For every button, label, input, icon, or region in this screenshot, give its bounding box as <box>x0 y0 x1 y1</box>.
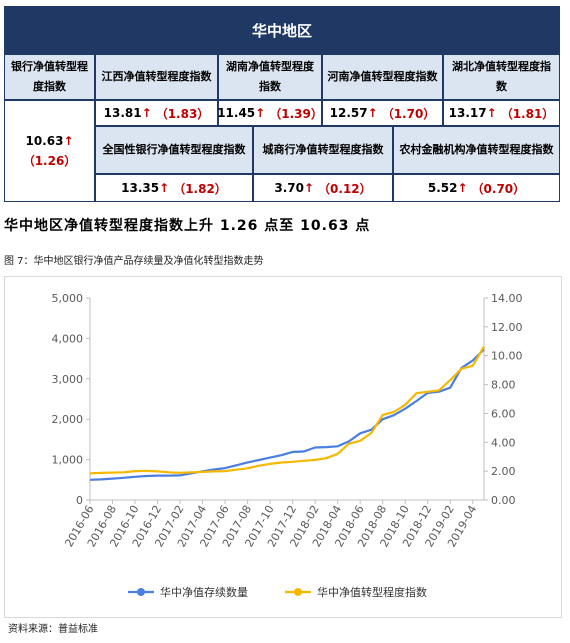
bank-type-label-cell-national: 全国性银行净值转型程度指数 <box>95 126 253 174</box>
bank-type-value-cell-national: 13.35 ↑ （1.82） <box>95 174 253 202</box>
province-value: 12.57 <box>329 106 368 120</box>
province-change: （1.39） <box>269 106 323 121</box>
province-value: 11.45 <box>217 106 256 120</box>
province-label: 湖南净值转型程度指数 <box>226 60 314 93</box>
y-right-tick-label: 0.00 <box>491 494 516 507</box>
figure-caption: 图 7：华中地区银行净值产品存续量及净值化转型指数走势 <box>4 256 264 267</box>
up-arrow-icon: ↑ <box>367 106 378 120</box>
province-label: 江西净值转型程度指数 <box>101 70 212 83</box>
y-left-tick-label: 4,000 <box>52 332 84 345</box>
legend-label: 华中净值转型程度指数 <box>317 585 427 599</box>
province-change: （1.70） <box>381 106 436 121</box>
series-line-index <box>89 346 485 475</box>
y-left-tick-label: 0 <box>76 494 83 507</box>
y-right-tick-label: 2.00 <box>491 465 516 478</box>
province-label-cell-henan: 河南净值转型程度指数 <box>322 54 443 100</box>
bank-type-value-cell-rural: 5.52 ↑ （0.70） <box>393 174 560 202</box>
bank-index-label: 银行净值转型程度指数 <box>11 60 88 93</box>
chart-frame <box>4 276 562 618</box>
bank-type-value: 5.52 <box>427 181 458 195</box>
province-label: 湖北净值转型程度指数 <box>452 60 551 93</box>
bank-type-value-cell-city: 3.70 ↑ （0.12） <box>253 174 393 202</box>
up-arrow-icon: ↑ <box>457 181 468 195</box>
source-note: 资料来源：普益标准 <box>8 624 98 635</box>
y-left-tick-label: 1,000 <box>52 454 84 467</box>
up-arrow-icon: ↑ <box>486 106 497 120</box>
y-right-tick-label: 6.00 <box>491 407 516 420</box>
legend-label: 华中净值存续数量 <box>160 585 248 599</box>
province-value: 13.81 <box>103 106 142 120</box>
up-arrow-icon: ↑ <box>159 181 170 195</box>
region-title: 华中地区 <box>251 21 312 40</box>
province-label-cell-hunan: 湖南净值转型程度指数 <box>218 54 322 100</box>
province-value-cell-hunan: 11.45 ↑ （1.39） <box>217 100 323 126</box>
province-value: 13.17 <box>448 106 487 120</box>
bank-type-change: （1.82） <box>173 181 227 196</box>
province-label-cell-jiangxi: 江西净值转型程度指数 <box>95 54 218 100</box>
main-index-value: 10.63 <box>25 133 64 148</box>
province-value-cell-hubei: 13.17 ↑ （1.81） <box>443 100 560 126</box>
up-arrow-icon: ↑ <box>63 133 74 148</box>
bank-type-label-cell-city: 城商行净值转型程度指数 <box>253 126 393 174</box>
bank-type-change: （0.12） <box>318 181 372 196</box>
up-arrow-icon: ↑ <box>141 106 152 120</box>
y-left-tick-label: 2,000 <box>52 413 84 426</box>
y-left-tick-label: 3,000 <box>52 373 84 386</box>
bank-type-value: 13.35 <box>121 181 160 195</box>
bank-type-value: 3.70 <box>274 181 304 195</box>
y-right-tick-label: 14.00 <box>491 292 523 305</box>
bank-index-label-cell: 银行净值转型程度指数 <box>4 54 95 100</box>
y-right-tick-label: 4.00 <box>491 436 516 449</box>
legend-marker <box>137 588 145 596</box>
headline: 华中地区净值转型程度指数上升 1.26 点至 10.63 点 <box>4 218 371 234</box>
region-header: 华中地区 <box>4 6 560 54</box>
bank-type-label: 全国性银行净值转型程度指数 <box>102 143 246 156</box>
province-change: （1.83） <box>155 106 210 121</box>
bank-type-label-cell-rural: 农村金融机构净值转型程度指数 <box>393 126 560 174</box>
up-arrow-icon: ↑ <box>303 181 315 195</box>
province-value-cell-henan: 12.57 ↑ （1.70） <box>322 100 443 126</box>
bank-type-label: 城商行净值转型程度指数 <box>262 143 384 156</box>
province-value-cell-jiangxi: 13.81 ↑ （1.83） <box>95 100 218 126</box>
y-right-tick-label: 10.00 <box>491 350 523 363</box>
up-arrow-icon: ↑ <box>255 106 266 120</box>
province-change: （1.81） <box>500 106 555 121</box>
y-right-tick-label: 8.00 <box>491 379 516 392</box>
bank-type-label: 农村金融机构净值转型程度指数 <box>399 143 554 156</box>
series-line-balance <box>89 348 485 481</box>
bank-type-change: （0.70） <box>471 181 526 196</box>
province-label-cell-hubei: 湖北净值转型程度指数 <box>443 54 560 100</box>
legend-marker <box>294 588 302 596</box>
y-left-tick-label: 5,000 <box>52 292 84 305</box>
province-label: 河南净值转型程度指数 <box>327 70 438 83</box>
main-index-value-cell: 10.63↑ （1.26） <box>4 100 95 202</box>
main-index-change: （1.26） <box>22 153 77 168</box>
y-right-tick-label: 12.00 <box>491 321 523 334</box>
